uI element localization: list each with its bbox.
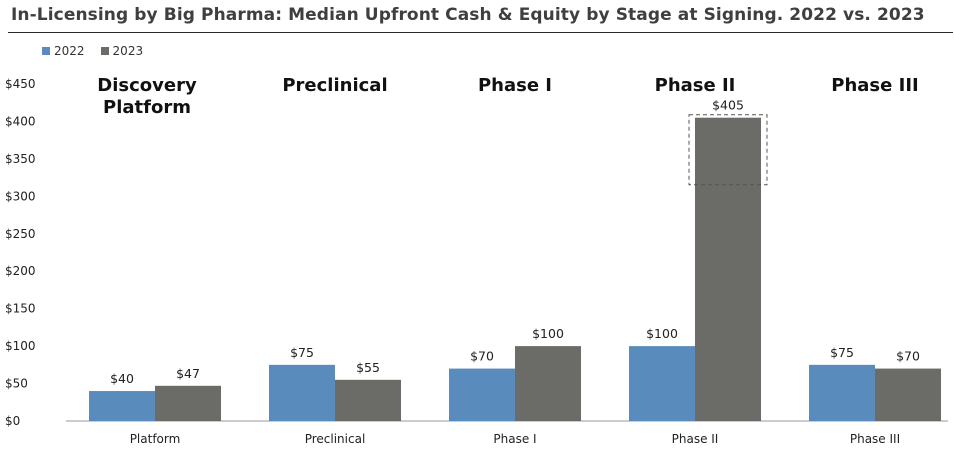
group-heading: Phase I xyxy=(478,75,552,96)
group-heading: Discovery xyxy=(97,75,197,96)
y-tick-label: $350 xyxy=(5,152,36,166)
chart-title: In-Licensing by Big Pharma: Median Upfro… xyxy=(11,5,925,25)
group-heading: Preclinical xyxy=(282,75,387,96)
x-tick-label: Phase II xyxy=(672,432,719,446)
x-tick-label: Preclinical xyxy=(305,432,366,446)
bar-2022 xyxy=(809,364,875,421)
y-tick-label: $0 xyxy=(5,414,20,428)
chart-legend: 2022 2023 xyxy=(42,44,159,58)
y-tick-label: $450 xyxy=(5,77,36,91)
legend-label-2022: 2022 xyxy=(54,44,85,58)
y-tick-label: $200 xyxy=(5,264,36,278)
group-heading: Phase II xyxy=(655,75,736,96)
data-label-2023: $55 xyxy=(356,360,380,375)
highlight-box xyxy=(688,114,768,186)
legend-label-2023: 2023 xyxy=(112,44,144,58)
data-label-2023: $405 xyxy=(712,98,744,113)
data-label-2023: $70 xyxy=(896,349,920,364)
bar-2022 xyxy=(449,368,515,421)
x-tick-label: Phase I xyxy=(493,432,536,446)
bar-2023 xyxy=(335,379,401,421)
y-tick-label: $150 xyxy=(5,302,36,316)
y-tick-label: $250 xyxy=(5,227,36,241)
group-heading: Platform xyxy=(103,97,191,118)
data-label-2022: $40 xyxy=(110,371,134,386)
legend-item-2022: 2022 xyxy=(42,44,85,58)
bar-2022 xyxy=(269,364,335,421)
legend-swatch-2022 xyxy=(42,47,50,55)
bar-2023 xyxy=(515,346,581,421)
bar-2023 xyxy=(875,368,941,421)
bar-2023 xyxy=(155,385,221,421)
data-label-2022: $100 xyxy=(646,326,678,341)
group-heading: Phase III xyxy=(831,75,918,96)
data-label-2023: $47 xyxy=(176,366,200,381)
y-tick-label: $50 xyxy=(5,377,28,391)
y-tick-label: $400 xyxy=(5,114,36,128)
y-tick-label: $100 xyxy=(5,339,36,353)
data-label-2022: $70 xyxy=(470,349,494,364)
legend-swatch-2023 xyxy=(100,47,109,55)
data-label-2022: $75 xyxy=(830,345,854,360)
x-tick-label: Platform xyxy=(130,432,181,446)
y-tick-label: $300 xyxy=(5,189,36,203)
legend-item-2023: 2023 xyxy=(100,44,144,58)
title-divider xyxy=(8,32,953,33)
bar-2023 xyxy=(695,117,761,421)
x-tick-label: Phase III xyxy=(850,432,900,446)
data-label-2022: $75 xyxy=(290,345,314,360)
data-label-2023: $100 xyxy=(532,326,564,341)
bar-2022 xyxy=(629,346,695,421)
bar-2022 xyxy=(89,391,155,421)
